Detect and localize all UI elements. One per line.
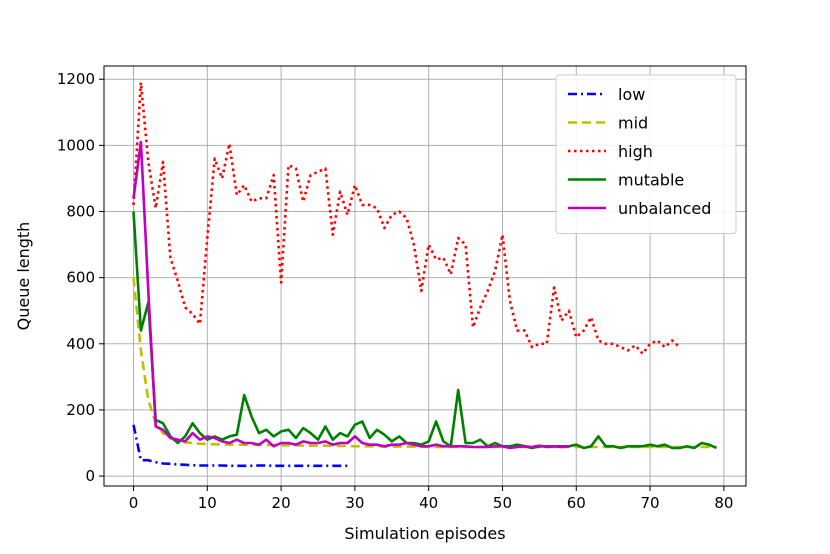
legend-label-high: high [618, 142, 653, 161]
legend: low mid high mutable unbalanced [555, 74, 737, 234]
series-line-unbalanced [132, 140, 570, 450]
y-tick-label: 400 [66, 335, 95, 353]
y-tick-label: 600 [66, 269, 95, 287]
x-tick-label: 30 [345, 494, 364, 512]
y-tick-label: 800 [66, 203, 95, 221]
x-tick-label: 10 [198, 494, 217, 512]
y-axis-title: Queue length [14, 222, 33, 331]
x-tick-label: 40 [419, 494, 438, 512]
x-tick-label: 70 [641, 494, 660, 512]
x-tick-label: 50 [493, 494, 512, 512]
y-tick-label: 1000 [57, 136, 95, 154]
legend-label-unbalanced: unbalanced [618, 199, 711, 218]
legend-label-mid: mid [618, 114, 648, 133]
x-tick-label: 80 [714, 494, 733, 512]
series-line-low [132, 424, 348, 468]
y-tick-label: 1200 [57, 70, 95, 88]
x-tick-label: 60 [567, 494, 586, 512]
y-tick-label: 0 [85, 467, 95, 485]
y-tick-label: 200 [66, 401, 95, 419]
series-layer [132, 81, 718, 468]
x-axis-title: Simulation episodes [344, 524, 505, 543]
x-tick-label: 0 [129, 494, 139, 512]
legend-label-low: low [618, 85, 645, 104]
legend-label-mutable: mutable [618, 171, 684, 190]
legend-box [555, 74, 737, 234]
plot-frame [103, 65, 747, 487]
series-line-mutable [132, 211, 718, 450]
x-tick-label: 20 [272, 494, 291, 512]
series-line-mid [132, 277, 717, 449]
